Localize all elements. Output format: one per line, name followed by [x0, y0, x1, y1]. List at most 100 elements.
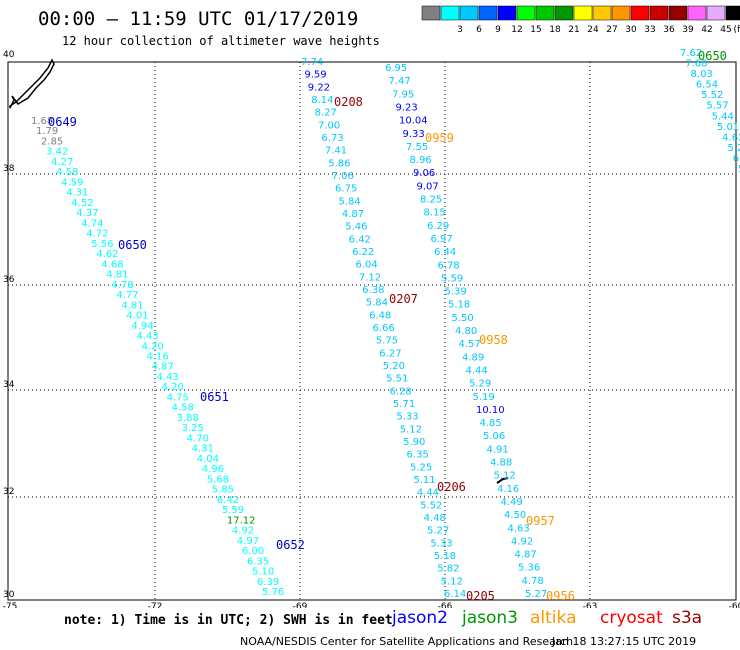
track-time-label: 0956	[546, 589, 575, 603]
colorbar-tick-label: 42	[701, 25, 712, 35]
colorbar-tick-label: 3	[457, 25, 463, 35]
wave-height-value: 4.85	[480, 418, 502, 429]
wave-height-value: 5.01	[717, 122, 739, 133]
colorbar-swatch	[497, 5, 517, 21]
wave-height-value: 1.79	[36, 126, 58, 137]
wave-height-value: 10.10	[476, 405, 505, 416]
wave-height-value: 4.62	[96, 249, 118, 260]
wave-height-value: 5.46	[345, 222, 367, 233]
wave-height-value: 9.23	[396, 102, 418, 113]
wave-height-value: 5.71	[393, 399, 415, 410]
timestamp-text: Jan 18 13:27:15 UTC 2019	[552, 635, 697, 648]
wave-height-value: 5.52	[701, 90, 723, 101]
colorbar-tick-label: 12	[511, 25, 522, 35]
wave-height-value: 6.66	[373, 323, 395, 334]
wave-height-value: 6.48	[369, 310, 391, 321]
wave-height-value: 4.87	[152, 362, 174, 373]
wave-height-value: 5.59	[441, 273, 463, 284]
colorbar-swatch	[554, 5, 574, 21]
wave-height-value: 4.96	[202, 464, 224, 475]
wave-height-value: 6.75	[335, 184, 357, 195]
track-time-label: 0959	[425, 131, 454, 145]
longitude-label: -69	[293, 602, 308, 608]
map-subtitle: 12 hour collection of altimeter wave hei…	[62, 34, 380, 48]
wave-height-value: 6.78	[438, 260, 460, 271]
wave-height-value: 4.04	[197, 454, 219, 465]
wave-height-value: 6.38	[362, 285, 384, 296]
wave-height-value: 4.62	[722, 132, 740, 143]
colorbar-swatch	[516, 5, 536, 21]
wave-height-value: 5.18	[434, 551, 456, 562]
longitude-label: -60	[729, 602, 740, 608]
island-marker	[496, 477, 509, 484]
wave-height-value: 5.75	[376, 336, 398, 347]
wave-height-value: 4.57	[459, 339, 481, 350]
legend-altika: altika	[530, 608, 577, 628]
colorbar-swatch	[573, 5, 593, 21]
altimeter-map: -75 -72 -69 -66 -63 -60 40 38 36 34 32 30 1.681.792.…	[3, 48, 740, 608]
wave-height-value: 4.70	[187, 433, 209, 444]
legend-cryosat: cryosat	[600, 608, 663, 628]
wave-height-value: 5.50	[452, 313, 474, 324]
wave-height-value: 4.58	[172, 403, 194, 414]
wave-height-value: 5.59	[222, 505, 244, 516]
wave-height-value: 2.85	[41, 136, 63, 147]
wave-height-value: 4.16	[497, 484, 519, 495]
wave-height-value: 7.74	[301, 57, 323, 68]
wave-height-value: 6.44	[434, 247, 456, 258]
wave-height-value: 4.16	[147, 352, 169, 363]
latitude-label: 40	[3, 50, 15, 60]
wave-height-value: 6.04	[355, 260, 377, 271]
wave-height-value: 4.81	[121, 300, 143, 311]
wave-height-value: 10.04	[399, 116, 428, 127]
map-title: 00:00 – 11:59 UTC 01/17/2019	[38, 8, 359, 30]
colorbar-tick-label: 33	[644, 25, 655, 35]
colorbar-swatch	[478, 5, 498, 21]
wave-height-value: 7.62	[680, 48, 702, 59]
footer: note: 1) Time is in UTC; 2) SWH is in fe…	[0, 608, 740, 650]
colorbar-swatch	[668, 5, 688, 21]
wave-height-value: 4.44	[466, 365, 488, 376]
colorbar-tick-label: 36	[663, 25, 675, 35]
wave-height-value: 4.77	[116, 290, 138, 301]
colorbar-swatch	[592, 5, 612, 21]
wave-height-value: 4.74	[81, 218, 103, 229]
wave-height-value: 6.73	[321, 133, 343, 144]
wave-height-value: 8.96	[410, 155, 432, 166]
wave-height-value: 5.06	[483, 431, 505, 442]
wave-height-value: 4.78	[522, 576, 544, 587]
wave-height-value: 4.31	[192, 444, 214, 455]
wave-height-value: 4.63	[508, 523, 530, 534]
track-time-label: 0958	[479, 333, 508, 347]
wave-height-value: 5.85	[212, 485, 234, 496]
colorbar-tick-label: 18	[549, 25, 561, 35]
wave-height-value: 3.25	[182, 423, 204, 434]
wave-height-value: 6.35	[247, 556, 269, 567]
wave-height-value: 6.29	[427, 221, 449, 232]
wave-height-value: 4.37	[76, 208, 98, 219]
track-time-label: 0649	[48, 115, 77, 129]
wave-height-value: 5.44	[712, 111, 734, 122]
wave-height-value: 3.88	[177, 413, 199, 424]
legend-jason3: jason3	[462, 608, 518, 628]
wave-height-value: 7.55	[406, 142, 428, 153]
wave-height-value: 4.43	[157, 372, 179, 383]
latitude-label: 30	[3, 590, 15, 600]
longitude-label: -66	[438, 602, 453, 608]
longitude-label: -72	[148, 602, 163, 608]
track-time-label: 0957	[526, 514, 555, 528]
wave-height-value: 6.97	[431, 234, 453, 245]
legend-jason2: jason2	[392, 608, 448, 628]
wave-height-value: 5.27	[525, 589, 547, 600]
wave-height-value: 5.52	[420, 500, 442, 511]
wave-height-value: 4.75	[167, 392, 189, 403]
wave-height-value: 9.59	[304, 70, 326, 81]
wave-height-value: 4.43	[136, 331, 158, 342]
wave-height-value: 6.35	[407, 450, 429, 461]
wave-height-value: 8.14	[311, 95, 333, 106]
wave-height-value: 8.27	[315, 108, 337, 119]
wave-height-value: 5.12	[494, 471, 516, 482]
wave-height-value: 4.20	[141, 341, 163, 352]
wave-height-value: 6.39	[257, 577, 279, 588]
track-time-label: 0652	[276, 538, 305, 552]
